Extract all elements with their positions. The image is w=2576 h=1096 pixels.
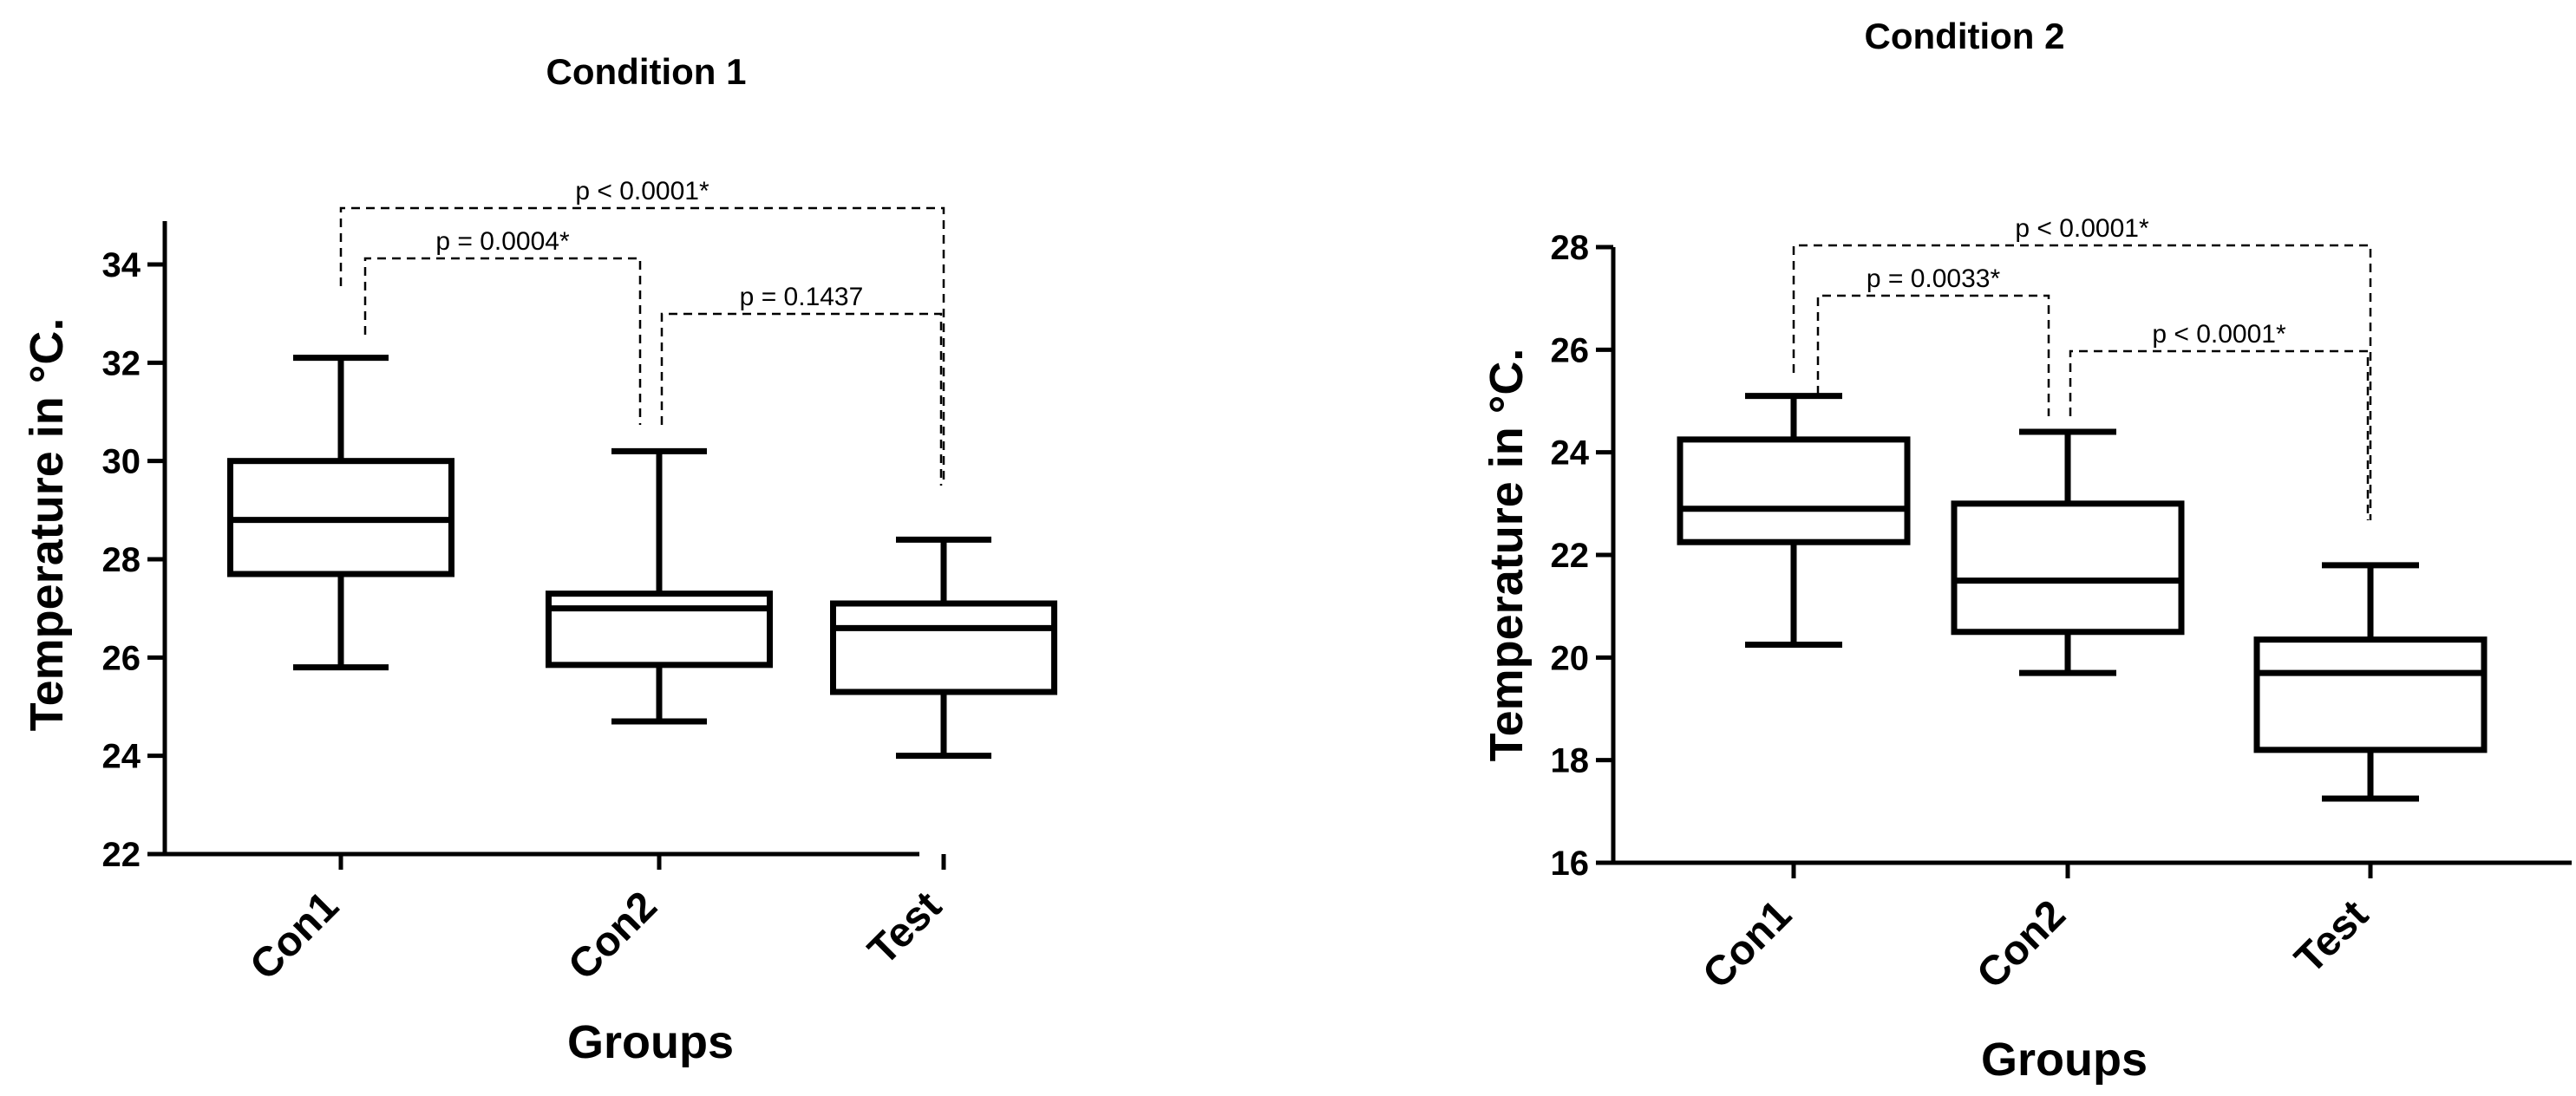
p-value-label: p < 0.0001* (2152, 320, 2286, 349)
comparison-bracket: p = 0.0033* (1816, 264, 2050, 416)
iqr-box (1951, 500, 2185, 636)
chart-title: Condition 1 (546, 51, 747, 92)
x-tick-label: Con2 (1968, 891, 2074, 997)
p-value-label: p = 0.0033* (1867, 264, 2001, 293)
bracket-line (1792, 244, 2372, 520)
chart-title: Condition 2 (1865, 16, 2065, 56)
bracket-line (660, 312, 943, 486)
panel-condition-1: Condition 1 Temperature in °C. Groups 22… (21, 51, 1057, 1068)
box-test (2253, 562, 2488, 802)
bracket-line (363, 257, 642, 425)
box-test (830, 536, 1057, 760)
y-tick-label: 32 (102, 344, 141, 382)
boxes (227, 355, 1057, 760)
y-tick-label: 26 (102, 639, 141, 677)
y-axis-label: Temperature in °C. (21, 318, 73, 732)
y-tick-label: 28 (102, 541, 141, 579)
box-con2 (1951, 428, 2185, 676)
comparison-brackets: p < 0.0001*p = 0.0004* p = 0.1437 (339, 177, 945, 486)
box-con2 (546, 447, 773, 725)
y-tick-label: 16 (1551, 845, 1590, 883)
comparison-bracket: p < 0.0001* (2069, 320, 2370, 520)
y-tick-label: 30 (102, 443, 141, 481)
box-con1 (227, 355, 454, 671)
x-axis-label: Groups (567, 1016, 734, 1068)
p-value-label: p < 0.0001* (2015, 214, 2149, 243)
comparison-bracket: p < 0.0001* (1792, 214, 2372, 520)
x-tick-label: Test (860, 883, 951, 974)
x-tick-label: Con1 (241, 883, 347, 988)
iqr-box (830, 600, 1057, 695)
y-tick-label: 28 (1551, 229, 1590, 267)
y-tick-label: 34 (102, 246, 141, 284)
y-tick-label: 24 (1551, 434, 1590, 473)
p-value-label: p = 0.1437 (740, 283, 864, 311)
comparison-bracket: p = 0.0004* (363, 227, 642, 425)
y-tick-label: 22 (1551, 537, 1590, 575)
bracket-line (339, 206, 945, 486)
panel-condition-2: Condition 2 Temperature in °C. Groups 16… (1481, 16, 2572, 1086)
x-tick-label: Con1 (1694, 891, 1800, 997)
comparison-bracket: p = 0.1437 (660, 283, 943, 486)
x-tick-label: Con2 (559, 883, 665, 988)
bracket-line (1816, 294, 2050, 416)
y-tick-label: 22 (102, 836, 141, 874)
bracket-line (2069, 349, 2370, 520)
y-tick-label: 20 (1551, 639, 1590, 677)
comparison-bracket: p < 0.0001* (339, 177, 945, 486)
y-tick-label: 18 (1551, 742, 1590, 780)
iqr-box (1677, 436, 1911, 545)
y-tick-label: 24 (102, 738, 141, 776)
box-con1 (1677, 393, 1911, 649)
y-tick-label: 26 (1551, 331, 1590, 369)
iqr-box (2253, 636, 2488, 754)
y-axis-label: Temperature in °C. (1481, 349, 1533, 762)
x-axis-label: Groups (1981, 1034, 2148, 1086)
p-value-label: p = 0.0004* (435, 227, 570, 256)
x-tick-label: Test (2286, 891, 2377, 982)
boxes (1677, 393, 2488, 802)
comparison-brackets: p < 0.0001* p = 0.0033* p < 0.0001* (1792, 214, 2372, 520)
iqr-box (546, 590, 773, 669)
axes: 22 24 26 28 30 32 34 Con1 Con2 Test (102, 221, 951, 989)
p-value-label: p < 0.0001* (575, 177, 709, 206)
